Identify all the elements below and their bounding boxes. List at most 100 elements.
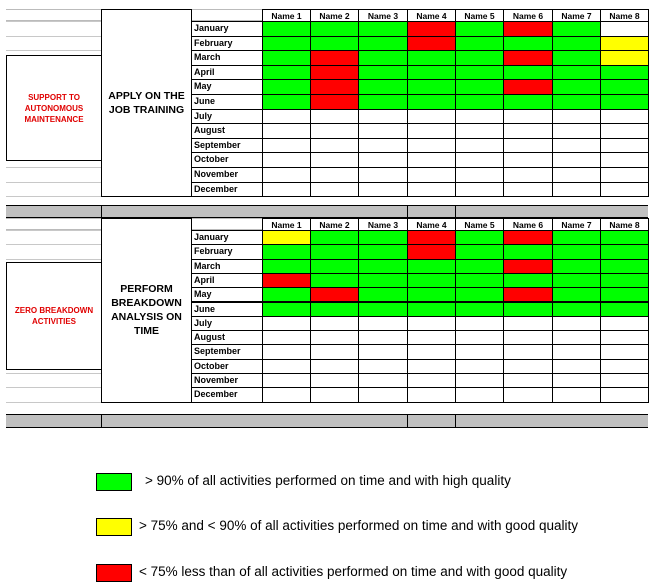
status-cell: [262, 123, 311, 139]
status-cell: [310, 35, 359, 52]
status-cell: [503, 181, 553, 198]
status-cell: [310, 123, 359, 139]
divider-tick: [407, 414, 408, 428]
status-cell: [358, 272, 408, 289]
status-cell: [262, 50, 311, 66]
status-cell: [310, 315, 359, 332]
status-cell: [552, 330, 601, 346]
status-cell: [503, 21, 553, 37]
status-cell: [310, 258, 359, 274]
status-cell: [310, 108, 359, 125]
status-cell: [358, 301, 408, 317]
status-cell: [455, 181, 504, 198]
status-cell: [262, 108, 311, 125]
legend-text: < 75% less than of all activities perfor…: [139, 564, 568, 579]
status-cell: [310, 50, 359, 66]
status-cell: [503, 79, 553, 95]
status-cell: [358, 230, 408, 246]
status-cell: [503, 387, 553, 403]
row-gridline: [6, 387, 101, 389]
status-cell: [503, 108, 553, 125]
status-cell: [262, 330, 311, 346]
status-cell: [600, 272, 649, 289]
month-label: January: [191, 230, 263, 246]
status-cell: [600, 137, 649, 154]
status-cell: [262, 344, 311, 360]
status-cell: [455, 230, 504, 246]
status-cell: [552, 244, 601, 260]
status-cell: [455, 287, 504, 303]
status-cell: [358, 108, 408, 125]
status-cell: [407, 94, 456, 110]
status-cell: [503, 230, 553, 246]
status-cell: [310, 287, 359, 303]
status-cell: [407, 21, 456, 37]
status-cell: [455, 167, 504, 183]
status-cell: [262, 230, 311, 246]
status-cell: [455, 272, 504, 289]
status-cell: [503, 330, 553, 346]
status-cell: [310, 358, 359, 374]
section-divider: [6, 414, 648, 428]
status-cell: [262, 315, 311, 332]
status-cell: [455, 315, 504, 332]
row-gridline: [6, 373, 101, 374]
divider-tick: [101, 205, 102, 218]
status-cell: [358, 123, 408, 139]
status-cell: [503, 94, 553, 110]
status-cell: [552, 21, 601, 37]
status-cell: [552, 230, 601, 246]
status-cell: [552, 152, 601, 168]
status-cell: [600, 387, 649, 403]
status-cell: [262, 358, 311, 374]
status-cell: [455, 330, 504, 346]
status-cell: [358, 344, 408, 360]
month-label: December: [191, 387, 263, 403]
status-cell: [600, 358, 649, 374]
status-cell: [358, 50, 408, 66]
status-cell: [455, 21, 504, 37]
status-cell: [600, 301, 649, 317]
section-divider: [6, 205, 648, 218]
status-cell: [407, 108, 456, 125]
status-cell: [455, 258, 504, 274]
status-cell: [358, 358, 408, 374]
status-cell: [407, 79, 456, 95]
status-cell: [455, 244, 504, 260]
month-label: January: [191, 21, 263, 37]
status-cell: [455, 123, 504, 139]
status-cell: [358, 287, 408, 303]
status-cell: [600, 152, 649, 168]
status-cell: [262, 387, 311, 403]
month-label: September: [191, 344, 263, 360]
status-cell: [310, 344, 359, 360]
row-gridline: [6, 35, 101, 37]
status-cell: [262, 181, 311, 198]
activity-label: PERFORM BREAKDOWN ANALYSIS ON TIME: [101, 218, 192, 403]
status-cell: [262, 301, 311, 317]
status-cell: [552, 272, 601, 289]
status-cell: [552, 358, 601, 374]
status-cell: [600, 94, 649, 110]
status-cell: [358, 258, 408, 274]
status-cell: [310, 21, 359, 37]
status-cell: [310, 387, 359, 403]
month-label: February: [191, 35, 263, 52]
status-cell: [600, 230, 649, 246]
status-cell: [552, 94, 601, 110]
status-cell: [407, 181, 456, 198]
status-cell: [503, 258, 553, 274]
section-label: SUPPORT TO AUTONOMOUS MAINTENANCE: [6, 55, 102, 161]
status-cell: [358, 167, 408, 183]
status-cell: [552, 344, 601, 360]
month-label: August: [191, 123, 263, 139]
status-cell: [600, 35, 649, 52]
status-cell: [358, 373, 408, 389]
status-cell: [407, 258, 456, 274]
status-cell: [455, 94, 504, 110]
status-cell: [600, 315, 649, 332]
month-label: July: [191, 108, 263, 125]
status-cell: [503, 358, 553, 374]
status-cell: [552, 137, 601, 154]
status-cell: [503, 301, 553, 317]
